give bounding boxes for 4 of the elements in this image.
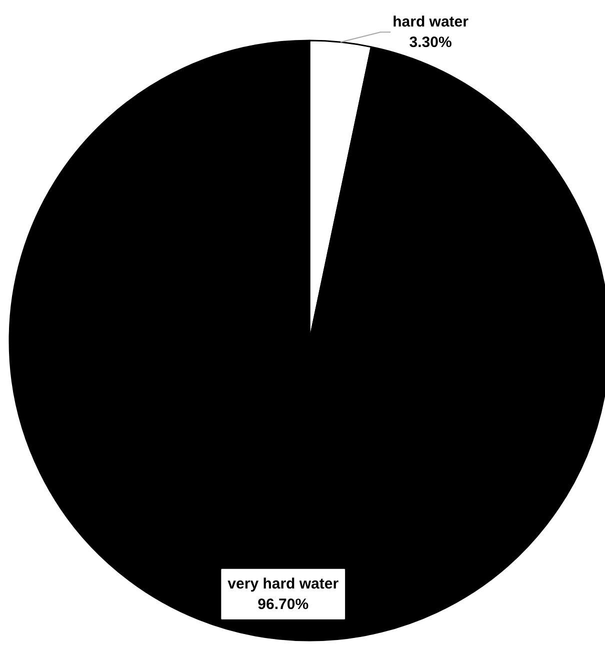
data-label: 96.70% [258,596,309,613]
slice-label: hard water [392,13,469,30]
data-label: 3.30% [409,34,452,51]
slice-label: very hard water [228,575,339,592]
